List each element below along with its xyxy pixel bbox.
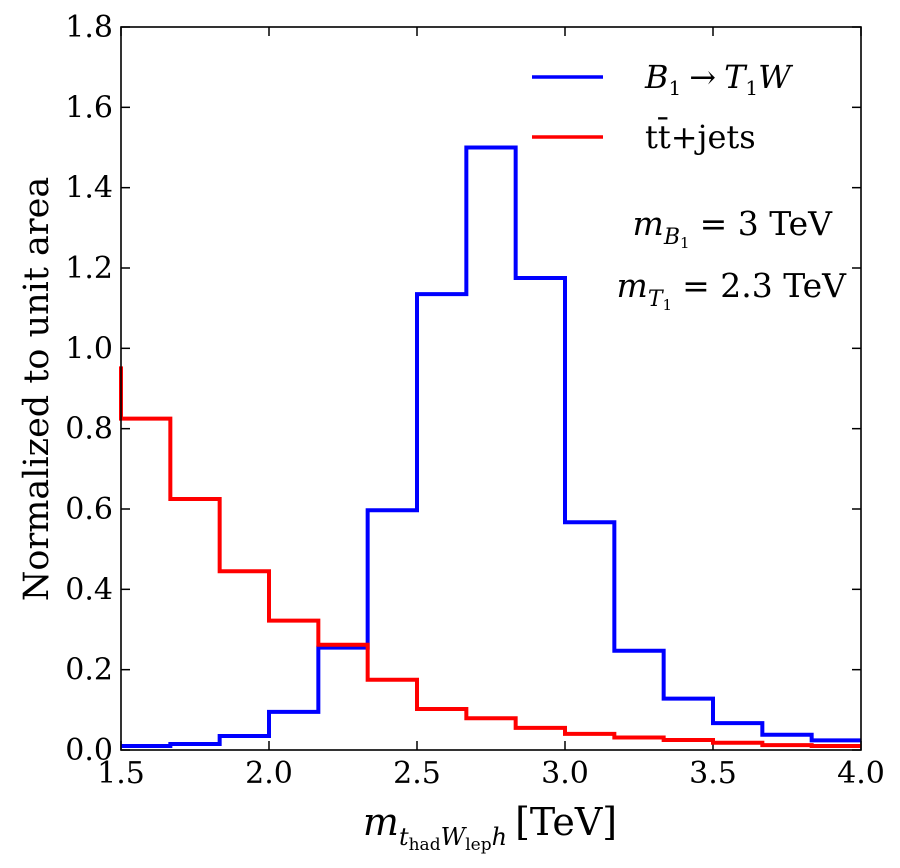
plot-frame — [120, 26, 862, 751]
y-tick-labels: 0.0 0.2 0.4 0.6 0.8 1.0 1.2 1.4 1.6 1.8 — [65, 10, 113, 768]
y-tick-label: 0.6 — [65, 492, 113, 527]
y-tick-label: 0.2 — [65, 653, 113, 688]
x-tick-label: 2.0 — [245, 756, 293, 791]
y-axis-label: Normalized to unit area — [17, 177, 57, 601]
x-tick-labels: 1.5 2.0 2.5 3.0 3.5 4.0 — [97, 756, 885, 791]
x-axis-label: mthadWleph [TeV] — [363, 800, 617, 855]
y-tick-label: 0.8 — [65, 412, 113, 447]
series-layer — [119, 145, 861, 748]
y-tick-label: 1.4 — [65, 171, 113, 206]
y-tick-label: 0.0 — [65, 733, 113, 768]
x-tick-label: 3.0 — [541, 756, 589, 791]
mass-annotations: mB1 = 3 TeV mT1 = 2.3 TeV — [617, 204, 848, 314]
x-tick-label: 3.5 — [689, 756, 737, 791]
series-ttbar-step — [119, 366, 861, 748]
x-tick-label: 1.5 — [97, 756, 145, 791]
series-b1-signal-step — [121, 145, 861, 748]
y-tick-label: 1.6 — [65, 90, 113, 125]
y-tick-label: 1.0 — [65, 331, 113, 366]
legend-label-ttbar: tt̄+jets — [645, 117, 756, 156]
y-tick-label: 1.8 — [65, 10, 113, 45]
x-tick-label: 2.5 — [393, 756, 441, 791]
annotation-mass-b1: mB1 = 3 TeV — [633, 204, 834, 252]
y-tick-label: 0.4 — [65, 572, 113, 607]
legend-label-b1-signal: B1 → T1W — [644, 58, 794, 100]
y-tick-label: 1.2 — [65, 251, 113, 286]
legend: B1 → T1W tt̄+jets — [532, 58, 794, 156]
annotation-mass-t1: mT1 = 2.3 TeV — [617, 266, 848, 314]
x-tick-label: 4.0 — [837, 756, 885, 791]
